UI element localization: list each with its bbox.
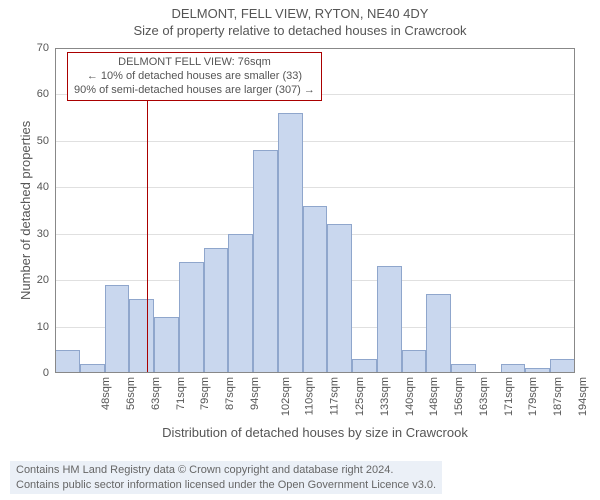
histogram-bar [228, 234, 253, 373]
y-tick-label: 0 [43, 367, 49, 379]
y-tick-label: 70 [37, 42, 49, 54]
x-tick-label: 71sqm [175, 377, 187, 410]
y-axis-label: Number of detached properties [18, 121, 33, 300]
marker-line [147, 100, 148, 373]
y-tick-label: 40 [37, 181, 49, 193]
histogram-bar [129, 299, 154, 373]
x-tick-label: 117sqm [329, 377, 341, 415]
x-tick-label: 140sqm [404, 377, 416, 416]
gridline [55, 141, 575, 142]
x-tick-label: 125sqm [354, 377, 366, 416]
x-axis-label: Distribution of detached houses by size … [55, 425, 575, 440]
x-tick-label: 194sqm [577, 377, 589, 416]
x-tick-label: 171sqm [503, 377, 515, 416]
x-tick-label: 156sqm [453, 377, 465, 416]
x-tick-label: 102sqm [280, 377, 292, 416]
x-tick-label: 48sqm [100, 377, 112, 410]
histogram-bar [179, 262, 204, 373]
histogram-bar [426, 294, 451, 373]
annotation-line-1: DELMONT FELL VIEW: 76sqm [74, 56, 315, 70]
x-tick-label: 187sqm [552, 377, 564, 416]
chart-subtitle: Size of property relative to detached ho… [0, 23, 600, 38]
x-tick-label: 87sqm [224, 377, 236, 410]
caption: Contains HM Land Registry data © Crown c… [10, 461, 442, 494]
histogram-bar [204, 248, 229, 373]
plot-area: 010203040506070 48sqm56sqm63sqm71sqm79sq… [55, 48, 575, 373]
gridline [55, 187, 575, 188]
histogram-bar [80, 364, 105, 373]
chart-root: DELMONT, FELL VIEW, RYTON, NE40 4DY Size… [0, 0, 600, 500]
caption-line-2: Contains public sector information licen… [16, 478, 436, 492]
histogram-bar [352, 359, 377, 373]
x-tick-label: 110sqm [304, 377, 316, 415]
x-tick-label: 148sqm [428, 377, 440, 416]
histogram-bar [303, 206, 328, 373]
x-tick-label: 179sqm [527, 377, 539, 416]
x-tick-label: 63sqm [150, 377, 162, 410]
y-tick-label: 60 [37, 88, 49, 100]
y-tick-label: 20 [37, 274, 49, 286]
histogram-bar [402, 350, 427, 373]
histogram-bar [327, 224, 352, 373]
histogram-bar [550, 359, 575, 373]
histogram-bar [278, 113, 303, 373]
histogram-bar [377, 266, 402, 373]
title-block: DELMONT, FELL VIEW, RYTON, NE40 4DY Size… [0, 6, 600, 38]
histogram-bar [55, 350, 80, 373]
x-tick-label: 94sqm [249, 377, 261, 410]
histogram-bar [105, 285, 130, 373]
chart-title: DELMONT, FELL VIEW, RYTON, NE40 4DY [0, 6, 600, 21]
x-tick-label: 56sqm [125, 377, 137, 410]
histogram-bar [501, 364, 526, 373]
y-tick-label: 30 [37, 228, 49, 240]
histogram-bar [525, 368, 550, 373]
histogram-bar [451, 364, 476, 373]
y-tick-label: 50 [37, 135, 49, 147]
y-tick-label: 10 [37, 321, 49, 333]
marker-annotation: DELMONT FELL VIEW: 76sqm ← 10% of detach… [67, 52, 322, 101]
x-tick-label: 79sqm [199, 377, 211, 410]
x-tick-label: 133sqm [379, 377, 391, 416]
histogram-bar [253, 150, 278, 373]
annotation-line-2: ← 10% of detached houses are smaller (33… [74, 70, 315, 84]
histogram-bar [154, 317, 179, 373]
annotation-line-3: 90% of semi-detached houses are larger (… [74, 84, 315, 98]
x-tick-label: 163sqm [478, 377, 490, 416]
caption-line-1: Contains HM Land Registry data © Crown c… [16, 463, 436, 477]
